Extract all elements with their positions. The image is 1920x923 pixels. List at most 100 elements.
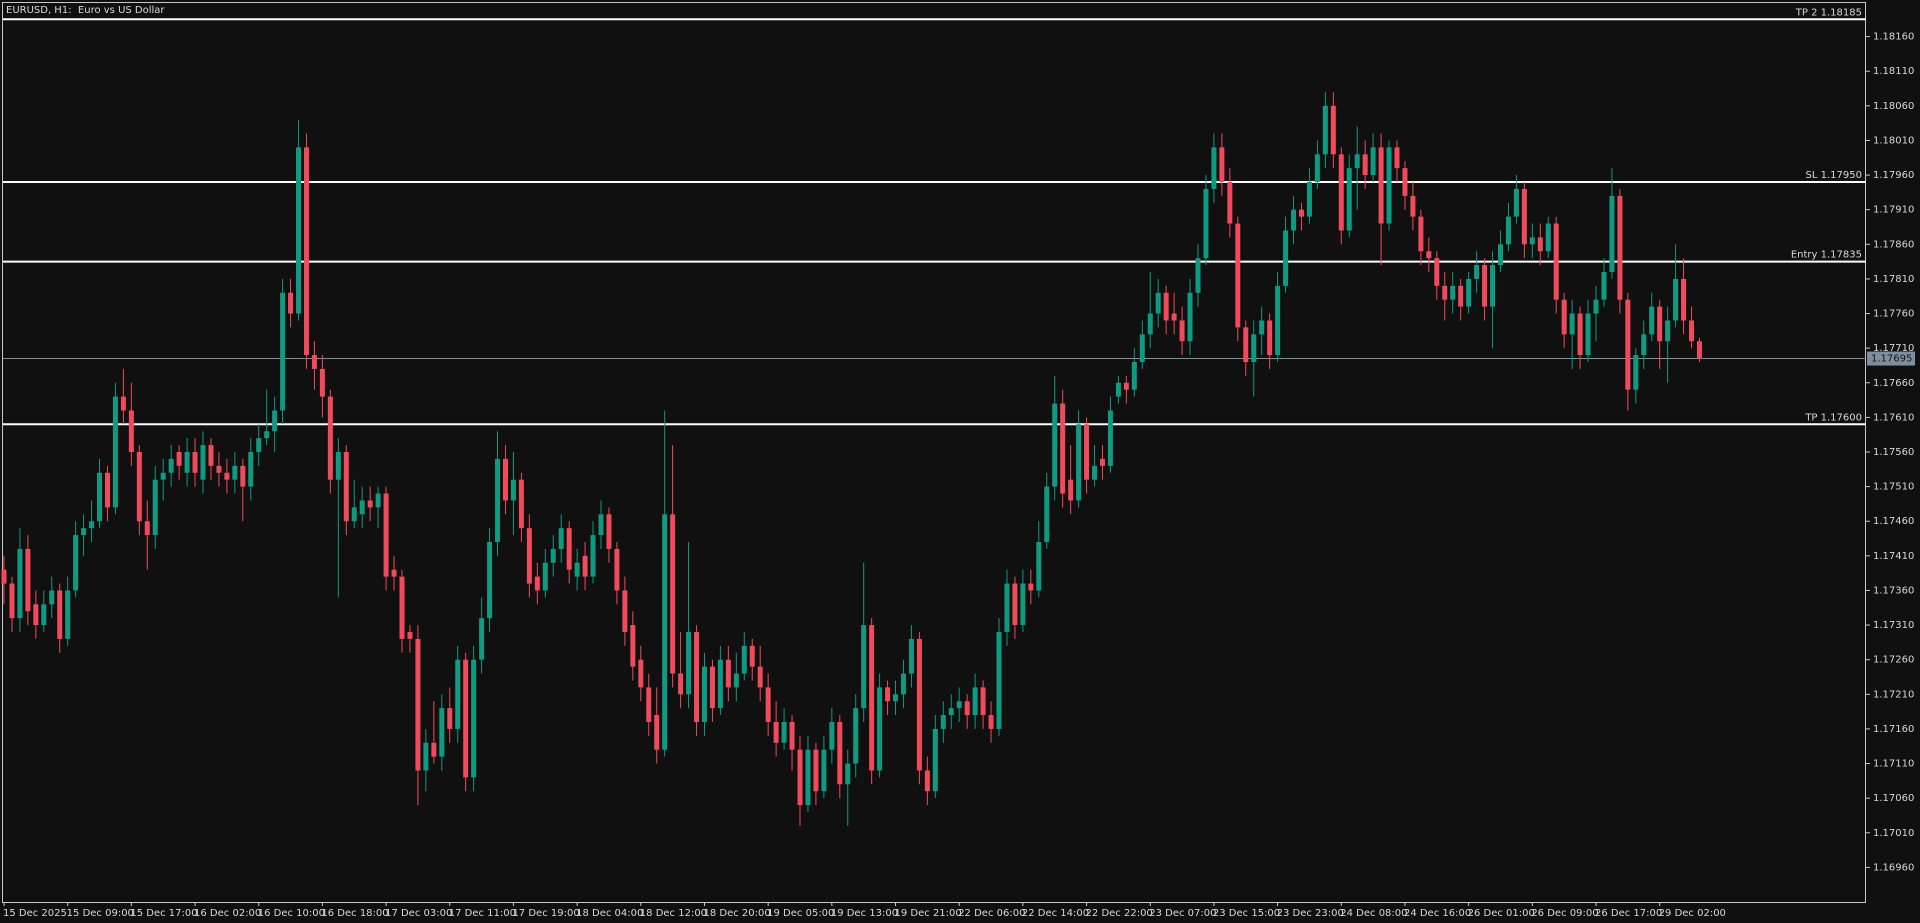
candle-body: [797, 749, 803, 806]
candle-body: [248, 452, 254, 487]
candle-body: [391, 569, 397, 577]
candle-body: [550, 548, 556, 563]
candle-body: [1490, 265, 1496, 307]
candle-body: [1243, 327, 1249, 362]
candle-body: [733, 673, 739, 688]
candle-body: [606, 514, 612, 549]
candle-body: [1418, 216, 1424, 252]
level-label: SL 1.17950: [1806, 170, 1862, 181]
candle-body: [144, 521, 150, 536]
candle-body: [224, 472, 230, 480]
candle-body: [471, 659, 477, 778]
candle-body: [192, 452, 198, 473]
candle-body: [598, 514, 604, 536]
candle-body: [1633, 355, 1639, 390]
candle-body: [670, 514, 676, 674]
candle-body: [351, 507, 357, 522]
x-tick-label: 18 Dec 12:00: [640, 908, 707, 919]
candle-body: [1585, 313, 1591, 356]
candle-body: [678, 673, 684, 695]
candle-body: [821, 749, 827, 792]
candle-body: [1092, 465, 1098, 480]
candle-body: [447, 708, 453, 729]
y-tick-label: 1.18160: [1873, 32, 1914, 43]
x-tick-label: 26 Dec 09:00: [1531, 908, 1598, 919]
candle-body: [240, 465, 246, 487]
candle-body: [1362, 154, 1368, 176]
candle-body: [463, 659, 469, 778]
candle-body: [41, 604, 47, 626]
candle-body: [479, 618, 485, 660]
candle-body: [1123, 382, 1129, 390]
candle-body: [813, 749, 819, 792]
y-tick-label: 1.17510: [1873, 482, 1914, 493]
candle-body: [1155, 292, 1161, 314]
candle-body: [128, 410, 134, 452]
candle-body: [1227, 182, 1233, 224]
candle-body: [1107, 410, 1113, 466]
candle-body: [104, 472, 110, 508]
candle-body: [375, 493, 381, 508]
candle-body: [1131, 362, 1137, 390]
candle-body: [112, 396, 118, 508]
y-tick-label: 1.17960: [1873, 170, 1914, 181]
candle-body: [630, 625, 636, 667]
x-tick-label: 18 Dec 04:00: [576, 908, 643, 919]
candle-body: [1163, 292, 1169, 321]
x-tick-label: 19 Dec 21:00: [895, 908, 962, 919]
candle-body: [439, 708, 445, 757]
y-tick-label: 1.17110: [1873, 759, 1914, 770]
candle-body: [272, 410, 278, 432]
x-tick-label: 16 Dec 10:00: [258, 908, 325, 919]
candle-body: [1235, 223, 1241, 328]
candle-body: [343, 452, 349, 522]
candle-body: [1617, 195, 1623, 300]
candle-body: [686, 632, 692, 695]
candle-body: [980, 687, 986, 716]
y-tick-label: 1.17560: [1873, 447, 1914, 458]
candle-body: [17, 548, 23, 619]
candle-body: [781, 722, 787, 743]
candle-body: [264, 431, 270, 439]
candle-body: [25, 548, 31, 612]
candle-body: [1275, 285, 1281, 356]
candle-body: [1330, 105, 1336, 155]
candle-body: [956, 701, 962, 709]
candle-body: [510, 479, 516, 501]
candle-body: [694, 632, 700, 722]
candle-body: [256, 438, 262, 452]
candle-body: [1386, 147, 1392, 224]
candle-body: [97, 472, 103, 522]
candle-body: [1689, 320, 1695, 342]
candle-body: [383, 493, 389, 577]
y-tick-label: 1.17910: [1873, 205, 1914, 216]
y-tick-label: 1.17760: [1873, 309, 1914, 320]
candle-body: [1442, 285, 1448, 300]
candle-body: [1410, 195, 1416, 217]
candle-body: [1673, 278, 1679, 321]
candle-body: [1450, 285, 1456, 300]
level-label: TP 2 1.18185: [1795, 7, 1862, 18]
candle-body: [749, 645, 755, 667]
candle-body: [837, 722, 843, 785]
candle-body: [1426, 251, 1432, 259]
candle-body: [33, 604, 39, 626]
candle-body: [1593, 299, 1599, 314]
candle-body: [1, 569, 7, 584]
candle-body: [65, 590, 71, 639]
candle-body: [367, 500, 373, 508]
candle-body: [1601, 272, 1607, 300]
candle-body: [1561, 299, 1567, 335]
y-tick-label: 1.18060: [1873, 101, 1914, 112]
candle-body: [232, 465, 238, 480]
chart-title: EURUSD, H1: Euro vs US Dollar: [6, 5, 165, 16]
candle-body: [1251, 334, 1257, 362]
candle-body: [1474, 265, 1480, 279]
candle-body: [574, 562, 580, 577]
candle-body: [1314, 154, 1320, 182]
candle-body: [1665, 320, 1671, 342]
candle-body: [1641, 334, 1647, 356]
candle-body: [964, 701, 970, 716]
candle-body: [789, 722, 795, 750]
